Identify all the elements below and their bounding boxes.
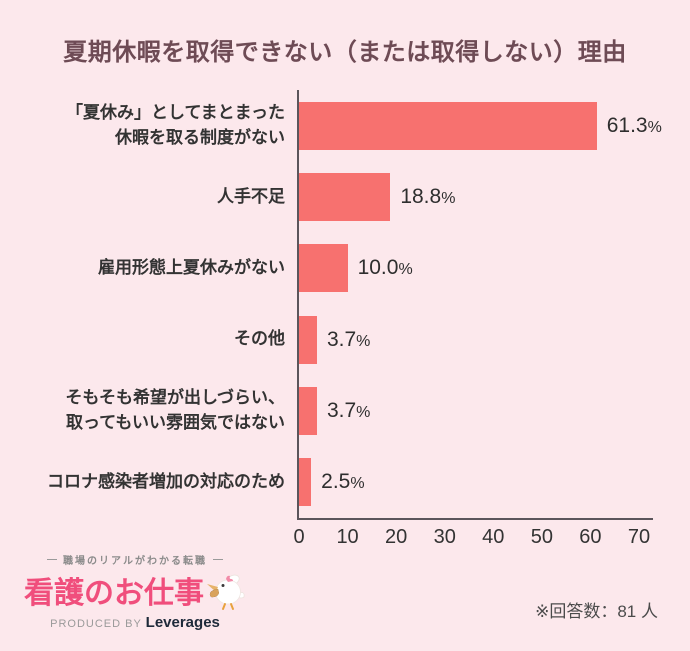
x-tick-label: 60 (579, 526, 602, 548)
bar-track: 3.7% (299, 315, 670, 364)
produced-by-line: PRODUCED BY Leverages (28, 614, 242, 631)
chart-row: 人手不足 18.8% (30, 161, 670, 232)
kango-no-oshigoto-logo: 職場のリアルがわかる転職 看護のお仕事 (24, 552, 245, 631)
x-axis-ticks: 0 10 20 30 40 50 60 70 (293, 526, 650, 552)
value-label: 3.7% (326, 398, 371, 422)
bar (299, 101, 597, 150)
x-tick-label: 30 (433, 526, 456, 548)
x-axis-line (297, 518, 653, 520)
bar (299, 172, 391, 221)
y-axis-line (297, 90, 299, 520)
respondent-count-note: ※回答数：81 人 (535, 602, 658, 621)
brand-name: 看護のお仕事 (24, 577, 204, 610)
value-label: 61.3% (606, 113, 662, 137)
x-tick-label: 40 (482, 526, 505, 548)
category-label: その他 (234, 329, 285, 349)
bar-track: 18.8% (299, 172, 670, 221)
bar (299, 244, 348, 293)
category-label: 雇用形態上夏休みがない (98, 258, 285, 277)
tagline-text: 職場のリアルがわかる転職 (63, 556, 207, 567)
bar (299, 315, 317, 364)
bar-track: 3.7% (299, 386, 670, 435)
chart-row: その他 3.7% (30, 304, 670, 375)
company-name: Leverages (145, 614, 220, 631)
chart-row: 雇用形態上夏休みがない 10.0% (30, 233, 670, 304)
category-label: 人手不足 (217, 186, 285, 206)
bar-track: 2.5% (299, 458, 670, 507)
tagline-left-dash (47, 559, 58, 560)
chart-row: コロナ感染者増加の対応のため 2.5% (30, 447, 670, 518)
x-tick-label: 50 (530, 526, 553, 548)
value-label: 2.5% (321, 470, 365, 494)
bar (299, 386, 317, 435)
bar-track: 10.0% (299, 244, 670, 293)
value-label: 18.8% (400, 184, 456, 208)
category-label: コロナ感染者増加の対応のため (47, 471, 285, 491)
horizontal-bar-chart: 「夏休み」としてまとまった 休暇を取る制度がない 61.3% 人手不足 18.8% 雇用… (30, 88, 670, 558)
x-tick-label: 70 (627, 526, 651, 548)
chart-rows: 「夏休み」としてまとまった 休暇を取る制度がない 61.3% 人手不足 18.8% 雇用… (30, 90, 670, 518)
value-label: 3.7% (326, 327, 371, 351)
bar-track: 61.3% (299, 101, 670, 150)
x-tick-label: 10 (336, 526, 359, 548)
produced-by-text: PRODUCED BY (50, 618, 142, 630)
tagline-right-dash (212, 559, 223, 560)
category-label: 「夏休み」としてまとまった 休暇を取る制度がない (66, 103, 285, 147)
logo-tagline: 職場のリアルがわかる転職 (28, 552, 242, 567)
x-tick-label: 20 (385, 526, 408, 548)
chart-row: 「夏休み」としてまとまった 休暇を取る制度がない 61.3% (30, 90, 670, 161)
x-tick-label: 0 (293, 526, 305, 548)
chart-row: そもそも希望が出しづらい、 取ってもいい雰囲気ではない 3.7% (30, 375, 670, 446)
bar (299, 458, 312, 507)
logo-brand-row: 看護のお仕事 (24, 568, 245, 612)
value-label: 10.0% (357, 256, 413, 280)
white-bird-mascot-icon (207, 574, 245, 610)
chart-title: 夏期休暇を取得できない（または取得しない）理由 (63, 39, 627, 66)
category-label: そもそも希望が出しづらい、 取ってもいい雰囲気ではない (65, 388, 285, 432)
